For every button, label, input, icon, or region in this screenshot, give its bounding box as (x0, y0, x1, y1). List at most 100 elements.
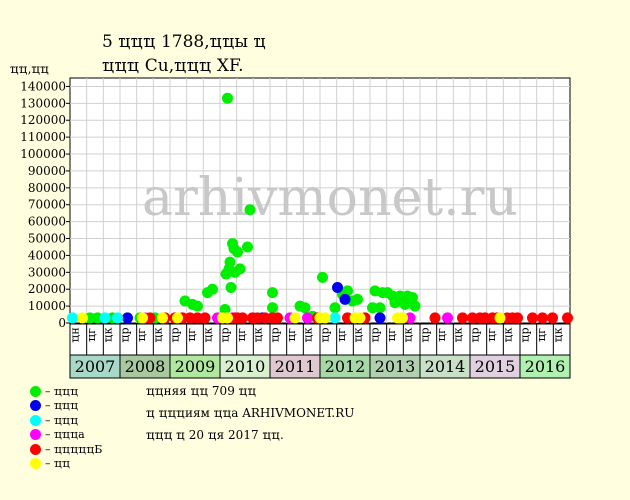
y-tick-label: 70000 (28, 198, 66, 212)
legend-label: – ҵҵҵ (45, 413, 79, 427)
y-tick-label: 100000 (20, 147, 66, 161)
legend-label: – ҵҵҵ (45, 399, 79, 413)
data-point (317, 271, 328, 283)
quarter-label: ҵр (268, 327, 281, 342)
y-tick-label: 140000 (20, 79, 66, 93)
legend-item: – ҵҵ (30, 457, 102, 472)
data-point (199, 312, 211, 324)
y-tick-label: 0 (58, 316, 66, 330)
data-point (397, 312, 408, 324)
quarter-label: ҵг (85, 328, 98, 342)
data-point (339, 293, 351, 305)
legend-item: – ҵҵҵ (30, 384, 102, 399)
data-point (99, 312, 111, 324)
year-label: 2015 (475, 357, 516, 376)
quarter-label: ҵк (252, 327, 265, 342)
quarter-label: ҵг (285, 328, 298, 342)
data-point (219, 303, 231, 315)
data-point (224, 256, 236, 268)
data-point (332, 282, 343, 294)
y-tick-label: 10000 (28, 299, 66, 313)
legend-item: – ҵҵҵ (30, 413, 102, 428)
quarter-label: ҵр (218, 327, 231, 342)
y-tick-label: 20000 (28, 282, 66, 296)
quarter-label: ҵр (418, 327, 431, 342)
data-point (457, 312, 468, 324)
data-point (537, 312, 548, 324)
data-point (342, 285, 353, 297)
data-point (234, 263, 246, 275)
year-label: 2008 (125, 357, 166, 376)
data-point (354, 312, 366, 324)
legend-marker-icon (30, 443, 41, 455)
year-label: 2009 (175, 357, 216, 376)
data-point (319, 312, 331, 324)
note-source: ҵ ҵҵҵиям ҵҵа ARHIVMONET.RU (146, 406, 355, 420)
data-point (172, 312, 183, 324)
year-label: 2007 (75, 357, 116, 376)
legend-label: – ҵҵ (45, 457, 71, 471)
data-point (299, 302, 311, 314)
quarter-label: ҵк (452, 327, 465, 342)
y-tick-label: 60000 (28, 215, 66, 229)
data-point (429, 312, 441, 324)
note-count: ҵҵняя ҵҵ 709 ҵҵ (146, 384, 257, 398)
data-point (77, 312, 88, 324)
y-tick-label: 110000 (20, 130, 66, 144)
quarter-label: ҵк (402, 327, 415, 342)
quarter-label: ҵр (368, 327, 381, 342)
legend-label: – ҵҵҵҵҵБ (45, 442, 103, 456)
chart-title: 5 ҵҵҵ 1788,ҵҵы ҵ (102, 32, 266, 52)
legend-label: – ҵҵҵ (45, 384, 79, 398)
data-point (222, 312, 233, 324)
watermark: arhivmonet.ru (142, 168, 518, 228)
legend-marker-icon (30, 429, 41, 441)
quarter-label: ҵк (502, 327, 515, 342)
quarter-label: ҵк (152, 327, 165, 342)
data-point (374, 302, 386, 314)
note-date: ҵҵҵ ҵ 20 ҵя 2017 ҵҵ. (146, 428, 284, 442)
legend-item: – ҵҵҵҵҵБ (30, 442, 102, 457)
data-point (442, 312, 453, 324)
legend: – ҵҵҵ – ҵҵҵ – ҵҵҵ – ҵҵҵа – ҵҵҵҵҵБ – ҵҵ (30, 384, 102, 471)
quarter-label: ҵк (202, 327, 215, 342)
y-tick-label: 30000 (28, 265, 66, 279)
year-label: 2013 (375, 357, 416, 376)
data-point (562, 312, 573, 324)
year-label: 2010 (225, 357, 266, 376)
data-point (409, 300, 421, 312)
quarter-label: ҵр (118, 327, 131, 342)
data-point (137, 312, 148, 324)
year-label: 2014 (425, 357, 466, 376)
data-point (267, 302, 278, 314)
data-point (512, 312, 523, 324)
y-tick-label: 90000 (28, 164, 66, 178)
quarter-label: ҵр (518, 327, 531, 342)
quarter-label: ҵг (235, 328, 248, 342)
data-point (329, 302, 341, 314)
data-point (374, 312, 386, 324)
data-point (244, 204, 256, 216)
data-point (67, 312, 78, 324)
quarter-label: ҵк (352, 327, 365, 342)
quarter-label: ҵг (135, 328, 148, 342)
quarter-label: ҵк (302, 327, 315, 342)
legend-marker-icon (30, 458, 41, 470)
data-point (272, 312, 283, 324)
legend-label: – ҵҵҵа (45, 428, 85, 442)
quarter-label: ҵн (68, 327, 81, 342)
data-point (207, 283, 218, 295)
quarter-label: ҵг (185, 328, 198, 342)
data-point (122, 312, 133, 324)
data-point (112, 312, 123, 324)
year-label: 2011 (275, 357, 316, 376)
data-point (157, 312, 168, 324)
legend-item: – ҵҵҵа (30, 428, 102, 443)
y-axis-unit: ҵҵ,ҵҵ (10, 62, 49, 76)
y-tick-label: 40000 (28, 248, 66, 262)
quarter-label: ҵг (385, 328, 398, 342)
data-point (267, 287, 278, 299)
data-point (527, 312, 538, 324)
legend-item: – ҵҵҵ (30, 399, 102, 414)
